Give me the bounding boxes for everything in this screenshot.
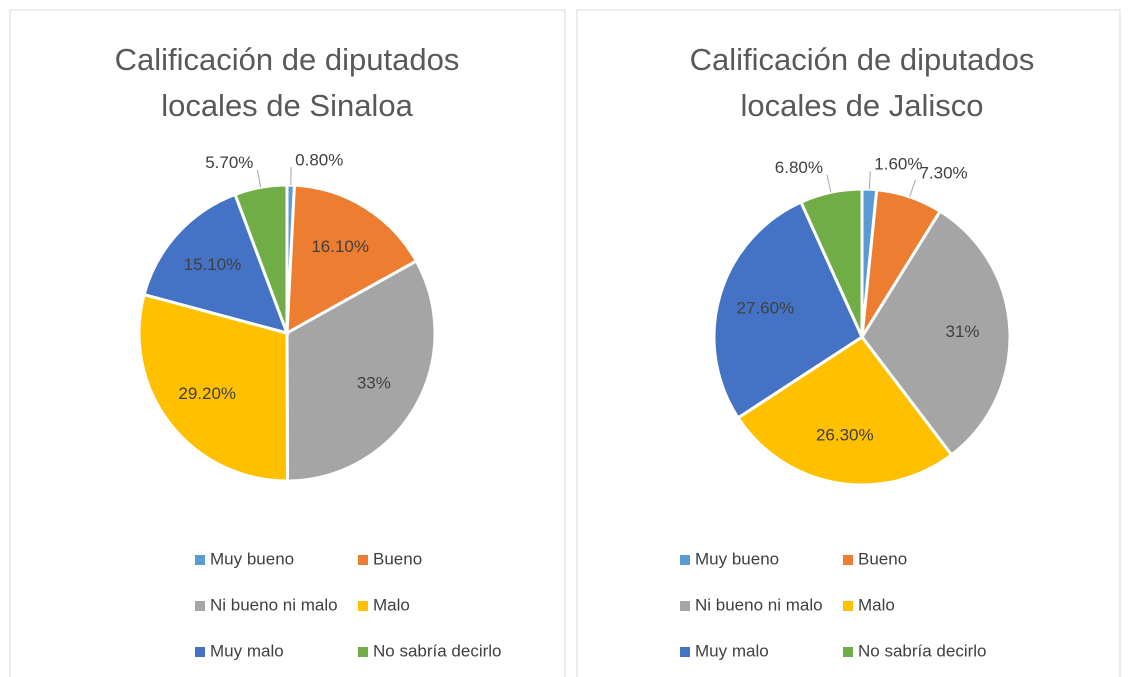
legend-label: Muy malo — [695, 641, 769, 660]
data-label: 0.80% — [295, 151, 343, 170]
data-label: 5.70% — [205, 153, 253, 172]
data-label: 1.60% — [874, 155, 922, 174]
data-label: 27.60% — [737, 298, 795, 317]
leader-line — [256, 169, 262, 188]
legend-swatch — [195, 647, 205, 657]
pie-slice — [735, 334, 954, 487]
legend-swatch — [843, 555, 853, 565]
chart-title: Calificación de diputados locales de Sin… — [114, 42, 460, 123]
data-label: 7.30% — [919, 163, 967, 182]
pie-slice — [137, 292, 289, 483]
legend-swatch — [843, 601, 853, 611]
legend-swatch — [680, 555, 690, 565]
legend-label: Muy malo — [210, 641, 284, 660]
legend-swatch — [358, 555, 368, 565]
data-label: 33% — [357, 373, 391, 392]
pie-slice — [860, 209, 1012, 457]
legend-label: Bueno — [858, 549, 907, 568]
leader-line — [909, 179, 916, 198]
data-label: 16.10% — [311, 237, 369, 256]
data-label: 26.30% — [816, 426, 874, 445]
legend-label: Ni bueno ni malo — [210, 595, 338, 614]
data-label: 6.80% — [775, 158, 823, 177]
legend-label: Muy bueno — [695, 549, 779, 568]
data-label: 31% — [946, 322, 980, 341]
legend-swatch — [843, 647, 853, 657]
legend-label: Bueno — [373, 549, 422, 568]
pie-slice — [285, 258, 437, 483]
leader-line — [826, 174, 832, 193]
legend-label: Ni bueno ni malo — [695, 595, 823, 614]
legend-swatch — [195, 601, 205, 611]
legend-swatch — [680, 647, 690, 657]
panel — [9, 9, 566, 677]
legend-label: Muy bueno — [210, 549, 294, 568]
legend-label: Malo — [373, 595, 410, 614]
data-label: 15.10% — [184, 255, 242, 274]
legend-swatch — [358, 647, 368, 657]
legend-swatch — [195, 555, 205, 565]
legend-swatch — [680, 601, 690, 611]
pie-slice — [285, 183, 419, 336]
leader-line — [868, 171, 871, 190]
chart-title: Calificación de diputados locales de Jal… — [689, 42, 1035, 123]
legend-label: No sabría decirlo — [373, 641, 502, 660]
pie-slice — [142, 192, 290, 336]
legend-label: Malo — [858, 595, 895, 614]
legend-label: No sabría decirlo — [858, 641, 987, 660]
legend-swatch — [358, 601, 368, 611]
panel — [576, 9, 1121, 677]
data-label: 29.20% — [178, 384, 236, 403]
pie-slice — [799, 187, 864, 338]
